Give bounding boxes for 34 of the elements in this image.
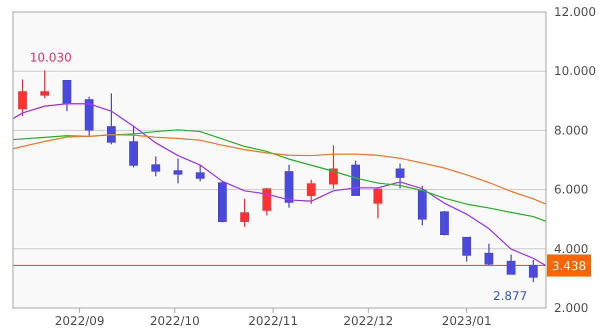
candlestick bbox=[106, 92, 116, 145]
candlestick bbox=[484, 243, 494, 266]
candlestick bbox=[262, 188, 272, 216]
candlestick bbox=[174, 158, 182, 184]
candlestick bbox=[528, 259, 538, 283]
x-tick-label: 2022/12 bbox=[343, 314, 394, 328]
line-series bbox=[12, 103, 547, 266]
candlestick bbox=[396, 162, 404, 190]
candlestick bbox=[462, 236, 472, 262]
candlestick bbox=[40, 70, 50, 99]
ref-line-label: 3.438 bbox=[552, 258, 586, 273]
y-tick-label: 2.000 bbox=[554, 301, 588, 315]
x-tick-label: 2022/09 bbox=[54, 314, 105, 328]
candlestick bbox=[240, 198, 249, 228]
x-tick-label: 2022/10 bbox=[150, 314, 200, 328]
x-tick-label: 2023/01 bbox=[442, 314, 492, 328]
y-tick-label: 10.000 bbox=[554, 64, 596, 78]
candlestick bbox=[129, 125, 138, 168]
candlestick bbox=[506, 254, 516, 275]
candlestick bbox=[440, 210, 449, 236]
annotation: 10.030 bbox=[30, 50, 72, 64]
candlestick bbox=[18, 78, 27, 117]
candlestick bbox=[151, 156, 160, 177]
candlestick bbox=[62, 80, 72, 112]
annotation: 2.877 bbox=[492, 289, 528, 304]
y-tick-label: 8.000 bbox=[554, 123, 588, 138]
candlestick bbox=[373, 186, 382, 219]
candlestick bbox=[306, 179, 316, 204]
y-tick-label: 6.000 bbox=[554, 182, 588, 197]
candlestick bbox=[329, 144, 338, 190]
y-tick-label: 4.000 bbox=[554, 242, 588, 256]
x-tick-label: 2022/11 bbox=[248, 314, 298, 328]
y-tick-label: 12.000 bbox=[554, 5, 596, 19]
candlestick bbox=[196, 164, 205, 182]
